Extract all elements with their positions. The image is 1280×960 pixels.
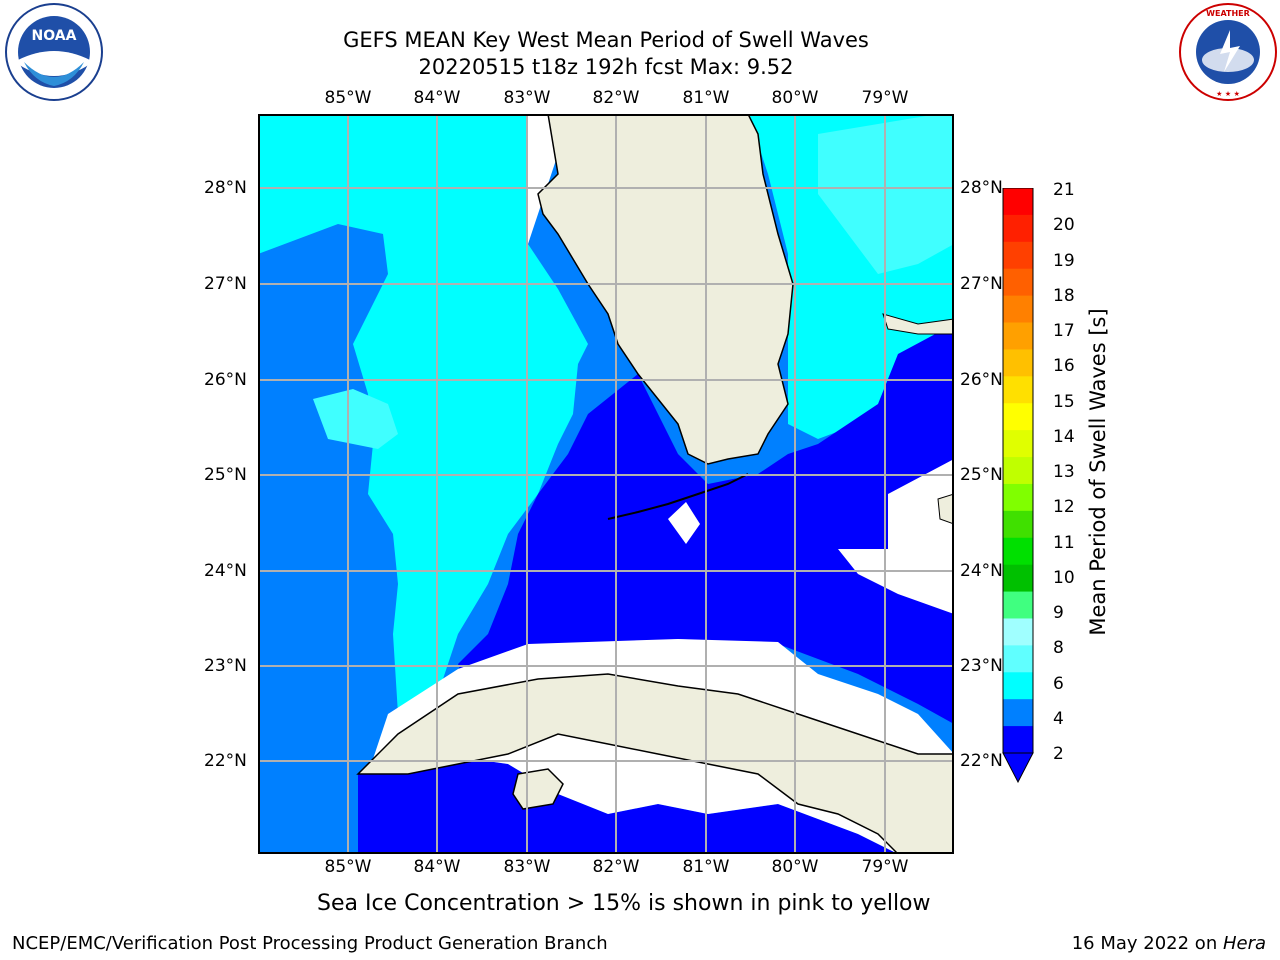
colorbar-tick-label: 14 [1053, 426, 1075, 447]
colorbar-segment [1003, 699, 1033, 727]
lat-label-right: 22°N [960, 751, 1003, 771]
colorbar-tick-label: 2 [1053, 744, 1064, 764]
colorbar-tick-label: 15 [1053, 391, 1075, 412]
land-andros [937, 493, 954, 525]
lon-label-bottom: 81°W [682, 857, 730, 877]
lon-label-top: 84°W [413, 88, 461, 108]
colorbar-tick-label: 21 [1053, 180, 1075, 200]
colorbar-segment [1003, 268, 1033, 297]
lat-label-left: 26°N [204, 370, 247, 390]
colorbar-segment [1003, 618, 1033, 646]
map-border [258, 114, 954, 854]
ocean-deep-south [358, 754, 898, 854]
colorbar-segment [1003, 672, 1033, 700]
svg-text:NOAA: NOAA [32, 28, 77, 44]
mask-key-west [668, 502, 700, 544]
colorbar-tick-label: 8 [1053, 638, 1064, 659]
colorbar-segment [1003, 214, 1033, 243]
colorbar-segment [1003, 403, 1033, 431]
map-title: GEFS MEAN Key West Mean Period of Swell … [343, 28, 869, 52]
lat-label-left: 28°N [204, 178, 247, 198]
colorbar-border [1002, 188, 1034, 754]
footer-date: 16 May 2022 on Hera [1072, 933, 1266, 954]
lat-label-right: 28°N [960, 178, 1003, 198]
footer-date-text: 16 May 2022 on [1071, 933, 1223, 954]
lat-label-left: 23°N [204, 656, 247, 676]
colorbar-segment [1003, 457, 1033, 485]
lon-label-top: 83°W [503, 88, 551, 108]
colorbar-tick-label: 10 [1053, 567, 1075, 588]
lat-label-left: 27°N [204, 274, 247, 294]
colorbar-segment [1003, 430, 1033, 458]
colorbar-segment [1003, 188, 1033, 216]
colorbar-segment [1003, 376, 1033, 404]
colorbar-segment [1003, 645, 1033, 673]
lat-label-left: 25°N [204, 465, 247, 485]
colorbar-tick-label: 16 [1053, 356, 1075, 377]
lon-label-top: 85°W [324, 88, 372, 108]
colorbar-tick-label: 12 [1053, 497, 1075, 518]
land-isla-juventud [512, 768, 564, 810]
lat-label-left: 24°N [204, 561, 247, 581]
colorbar-tick-label: 19 [1053, 250, 1075, 271]
noaa-logo: NOAA [5, 3, 103, 101]
colorbar-segment [1003, 537, 1033, 566]
colorbar-segment [1003, 510, 1033, 539]
colorbar-tick-label: 18 [1053, 285, 1075, 306]
lat-label-right: 23°N [960, 656, 1003, 676]
lon-label-bottom: 80°W [771, 857, 819, 877]
colorbar-tick-label: 13 [1053, 462, 1075, 482]
colorbar-tick-label: 4 [1053, 708, 1064, 729]
colorbar-segment [1003, 349, 1033, 377]
mask-region [528, 114, 558, 244]
lon-label-top: 81°W [682, 88, 730, 108]
footer-credit: NCEP/EMC/Verification Post Processing Pr… [12, 933, 608, 954]
sea-ice-note: Sea Ice Concentration > 15% is shown in … [317, 891, 931, 916]
lat-label-right: 26°N [960, 370, 1003, 390]
map-gridlines [258, 114, 954, 854]
colorbar-title: Mean Period of Swell Waves [s] [1086, 308, 1110, 636]
lon-label-top: 82°W [592, 88, 640, 108]
map-subtitle: 20220515 t18z 192h fcst Max: 9.52 [418, 55, 794, 79]
svg-text:WEATHER: WEATHER [1206, 9, 1250, 18]
lon-label-bottom: 82°W [592, 857, 640, 877]
land-cuba [356, 673, 954, 854]
colorbar-tick-label: 6 [1053, 673, 1064, 694]
ocean-light-region-2 [313, 389, 398, 449]
colorbar-segment [1003, 564, 1033, 593]
footer-host: Hera [1222, 933, 1266, 954]
colorbar-segment [1003, 483, 1033, 512]
colorbar-tick-label: 9 [1053, 603, 1064, 623]
colorbar-segment [1003, 241, 1033, 270]
colorbar-segment [1003, 591, 1033, 619]
ocean-light-region [258, 114, 588, 714]
lon-label-top: 79°W [861, 88, 909, 108]
colorbar-extend-arrow [1002, 752, 1034, 783]
colorbar-tick-label: 11 [1053, 532, 1075, 553]
colorbar [1002, 188, 1034, 783]
lat-label-left: 22°N [204, 751, 247, 771]
lat-label-right: 25°N [960, 465, 1003, 485]
florida-keys [607, 473, 749, 520]
mask-east [838, 459, 954, 614]
colorbar-segment [1003, 295, 1033, 324]
land-florida [537, 114, 794, 465]
nws-logo: WEATHER ★ ★ ★ [1179, 3, 1277, 101]
lon-label-bottom: 83°W [503, 857, 551, 877]
colorbar-segment [1003, 726, 1033, 754]
lon-label-top: 80°W [771, 88, 819, 108]
colorbar-tick-label: 17 [1053, 321, 1075, 341]
lon-label-bottom: 84°W [413, 857, 461, 877]
lat-label-right: 24°N [960, 561, 1003, 581]
svg-text:★ ★ ★: ★ ★ ★ [1216, 90, 1240, 98]
swell-period-map [258, 114, 954, 854]
colorbar-tick-label: 20 [1053, 215, 1075, 236]
lon-label-bottom: 79°W [861, 857, 909, 877]
colorbar-segment [1003, 322, 1033, 350]
lon-label-bottom: 85°W [324, 857, 372, 877]
lat-label-right: 27°N [960, 274, 1003, 294]
land-bahamas [882, 313, 954, 335]
